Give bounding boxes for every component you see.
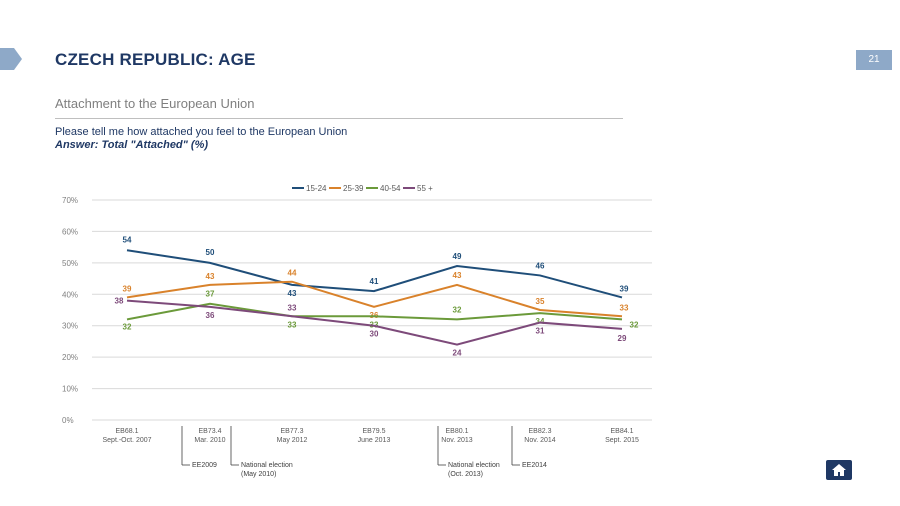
subtitle-divider: [55, 118, 623, 119]
event-label: (May 2010): [241, 471, 276, 478]
data-label: 39: [123, 284, 132, 293]
y-tick-label: 30%: [62, 322, 78, 331]
page-title: CZECH REPUBLIC: AGE: [55, 50, 256, 69]
x-tick-label: Nov. 2013: [441, 437, 472, 444]
slide-subtitle: Attachment to the European Union: [55, 96, 255, 111]
y-tick-label: 40%: [62, 290, 78, 299]
data-label: 31: [536, 327, 545, 336]
data-label: 30: [370, 330, 379, 339]
data-label: 43: [206, 272, 215, 281]
data-label: 24: [453, 349, 462, 358]
data-label: 32: [123, 322, 132, 331]
data-label: 43: [288, 289, 297, 298]
data-label: 32: [453, 305, 462, 314]
question-text: Please tell me how attached you feel to …: [55, 126, 348, 138]
x-tick-label: EB80.1: [446, 428, 469, 435]
x-tick-label: EB73.4: [199, 428, 222, 435]
y-tick-label: 50%: [62, 259, 78, 268]
data-label: 29: [618, 334, 627, 343]
event-label: National election: [448, 462, 500, 469]
data-label: 41: [370, 277, 379, 286]
data-label: 36: [206, 311, 215, 320]
series-line: [126, 299, 623, 346]
series-line: [126, 280, 623, 318]
data-label: 33: [620, 303, 629, 312]
x-tick-label: EB84.1: [611, 428, 634, 435]
y-tick-label: 20%: [62, 353, 78, 362]
data-label: 43: [453, 271, 462, 280]
data-label: 35: [536, 297, 545, 306]
home-button[interactable]: [826, 460, 852, 480]
x-tick-label: Nov. 2014: [524, 437, 555, 444]
y-tick-label: 10%: [62, 385, 78, 394]
x-tick-label: May 2012: [277, 437, 308, 444]
data-label: 44: [288, 269, 297, 278]
x-tick-label: EB77.3: [281, 428, 304, 435]
x-tick-label: Sept. 2015: [605, 437, 639, 444]
data-label: 38: [115, 297, 124, 306]
data-label: 37: [206, 290, 215, 299]
data-label: 46: [536, 261, 545, 270]
x-tick-label: June 2013: [358, 437, 391, 444]
data-label: 49: [453, 252, 462, 261]
event-label: EE2014: [522, 462, 547, 469]
y-tick-label: 0%: [62, 416, 74, 425]
x-tick-label: EB82.3: [529, 428, 552, 435]
event-label: (Oct. 2013): [448, 471, 483, 478]
series-line: [126, 302, 623, 321]
legend-label: 55 +: [417, 184, 433, 193]
legend-label: 40-54: [380, 184, 401, 193]
data-label: 50: [206, 248, 215, 257]
data-label: 33: [288, 303, 297, 312]
legend-label: 25-39: [343, 184, 364, 193]
data-label: 33: [288, 320, 297, 329]
legend-label: 15-24: [306, 184, 327, 193]
page-number-badge: 21: [856, 50, 892, 70]
home-icon: [832, 464, 846, 476]
data-label: 32: [630, 320, 639, 329]
x-tick-label: Mar. 2010: [194, 437, 225, 444]
series-line: [126, 249, 623, 299]
data-label: 39: [620, 284, 629, 293]
data-label: 54: [123, 235, 132, 244]
x-tick-label: EB79.5: [363, 428, 386, 435]
answer-text: Answer: Total "Attached" (%): [55, 139, 209, 151]
event-label: EE2009: [192, 462, 217, 469]
event-label: National election: [241, 462, 293, 469]
x-tick-label: Sept.-Oct. 2007: [102, 437, 151, 444]
y-tick-label: 70%: [62, 196, 78, 205]
section-tab-marker: [0, 48, 22, 70]
y-tick-label: 60%: [62, 227, 78, 236]
x-tick-label: EB68.1: [116, 428, 139, 435]
